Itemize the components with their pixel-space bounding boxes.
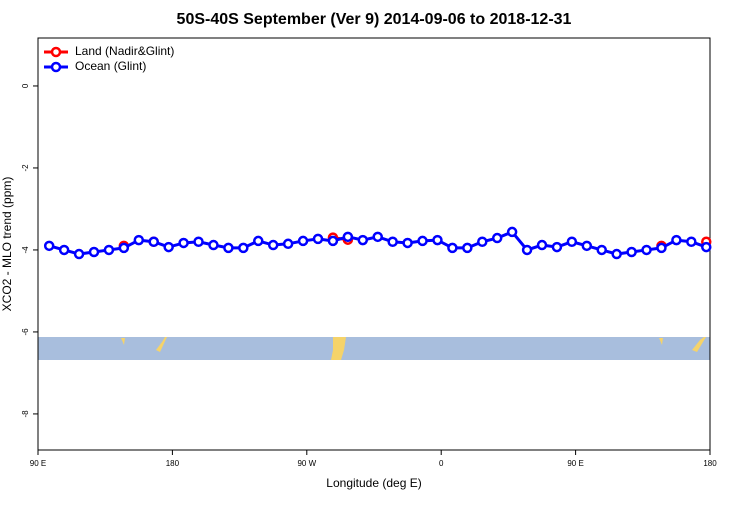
data-point — [387, 236, 398, 247]
y-tick-label: 0 — [21, 83, 30, 88]
data-point — [491, 232, 503, 244]
x-tick-label: 90 E — [567, 459, 583, 468]
data-point — [133, 234, 145, 246]
data-point — [626, 246, 637, 258]
y-tick-label: -6 — [21, 328, 30, 336]
x-tick-label: 180 — [166, 459, 180, 468]
x-axis-label: Longitude (deg E) — [326, 476, 421, 490]
data-point — [163, 241, 174, 253]
data-point — [178, 237, 189, 249]
x-tick-label: 180 — [703, 459, 717, 468]
y-axis-label: XCO2 - MLO trend (ppm) — [0, 177, 14, 312]
data-point — [357, 234, 369, 246]
data-point — [73, 248, 85, 260]
legend-marker — [50, 61, 62, 73]
data-point — [372, 231, 383, 243]
y-tick-label: -8 — [21, 410, 30, 418]
data-point — [611, 248, 622, 260]
data-point — [208, 239, 219, 251]
data-point — [506, 226, 518, 238]
data-point — [536, 239, 548, 251]
data-point — [432, 234, 443, 246]
data-point — [581, 240, 593, 252]
x-tick-label: 90 E — [30, 459, 46, 468]
data-point — [312, 233, 324, 245]
x-tick-label: 90 W — [297, 459, 316, 468]
data-point — [43, 240, 55, 252]
data-point — [103, 244, 115, 256]
data-point — [193, 236, 204, 247]
data-point — [118, 242, 130, 254]
legend-label: Ocean (Glint) — [75, 59, 146, 73]
legend-marker — [50, 46, 62, 58]
data-point — [521, 244, 533, 256]
data-point — [551, 241, 563, 253]
data-point — [253, 235, 264, 247]
data-point — [223, 242, 234, 254]
data-point — [671, 234, 682, 246]
data-point — [641, 244, 652, 256]
map-strip — [38, 337, 710, 360]
y-tick-label: -4 — [21, 246, 30, 254]
legend: Land (Nadir&Glint)Ocean (Glint) — [44, 44, 174, 73]
y-tick-label: -2 — [21, 164, 30, 172]
data-point — [342, 231, 354, 243]
data-point — [58, 244, 70, 256]
data-point — [88, 246, 100, 258]
data-point — [297, 235, 309, 247]
data-point — [148, 236, 159, 247]
data-point — [462, 242, 473, 254]
chart-title: 50S-40S September (Ver 9) 2014-09-06 to … — [177, 11, 572, 28]
data-point — [447, 242, 458, 254]
legend-label: Land (Nadir&Glint) — [75, 44, 174, 58]
data-point — [701, 241, 712, 253]
data-point — [656, 242, 667, 254]
data-point — [402, 237, 413, 249]
data-point — [477, 236, 488, 247]
data-point — [238, 242, 249, 254]
data-point — [417, 235, 428, 247]
data-point — [267, 239, 279, 251]
data-point — [566, 236, 578, 247]
data-point — [327, 235, 339, 247]
data-point — [282, 238, 294, 250]
data-point — [596, 244, 607, 256]
data-point — [686, 236, 697, 247]
x-tick-label: 0 — [439, 459, 444, 468]
